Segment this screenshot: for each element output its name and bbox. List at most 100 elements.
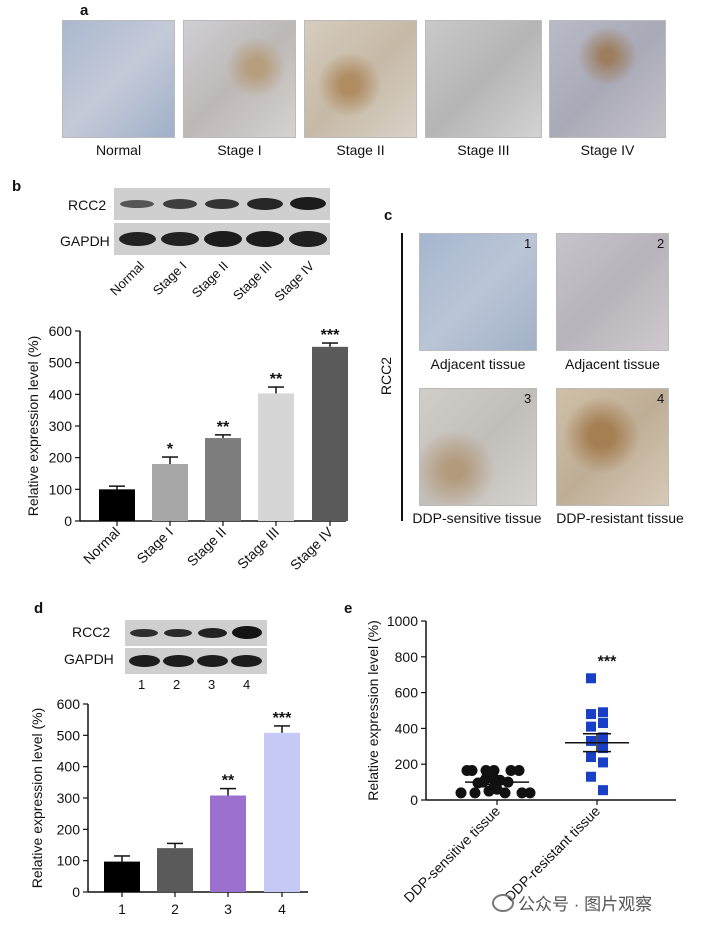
panel-d-letter: d <box>34 600 44 617</box>
significance-label: ** <box>270 371 283 388</box>
ihc-label: Stage II <box>336 142 385 158</box>
bar <box>205 438 241 521</box>
y-tick-label: 300 <box>49 418 73 434</box>
ihc-label: DDP-sensitive tissue <box>412 510 542 526</box>
lane-number: 2 <box>173 677 181 692</box>
panel-a-letter: a <box>80 2 89 19</box>
x-tick-label: 3 <box>224 901 232 917</box>
ihc-number: 4 <box>657 391 665 406</box>
blot-row-label: RCC2 <box>72 624 111 640</box>
y-tick-label: 1000 <box>387 613 418 629</box>
bar <box>152 464 188 521</box>
ihc-label: Stage IV <box>580 142 635 158</box>
x-tick-label: 4 <box>278 901 286 917</box>
blot-gapdh <box>114 223 330 255</box>
data-point <box>586 673 596 684</box>
lane-number: 1 <box>138 677 146 692</box>
x-tick-label: Stage I <box>133 524 176 567</box>
ihc-image-ddp-sensitive <box>419 388 537 506</box>
ihc-label: Normal <box>95 142 142 158</box>
data-point <box>598 743 608 754</box>
ihc-image-normal <box>62 20 175 138</box>
data-point <box>586 709 596 720</box>
y-axis-label-b: Relative expression level (%) <box>25 336 41 517</box>
y-tick-label: 300 <box>57 790 81 806</box>
ihc-number: 1 <box>524 236 532 251</box>
band <box>129 655 160 667</box>
blot-rcc2 <box>114 188 330 220</box>
band <box>164 629 192 637</box>
data-point <box>586 752 596 763</box>
y-tick-label: 200 <box>395 756 419 772</box>
significance-label: ** <box>222 773 235 790</box>
y-tick-label: 600 <box>49 323 73 339</box>
data-point <box>524 787 536 799</box>
blot-row-label: GAPDH <box>64 651 114 667</box>
band <box>247 198 283 210</box>
ihc-image-stage-iv <box>549 20 666 138</box>
blot-rcc2-d <box>125 620 267 646</box>
panel-b-letter: b <box>12 178 22 195</box>
watermark-text: 公众号 · 图片观察 <box>518 895 653 914</box>
watermark: 公众号 · 图片观察 <box>492 890 652 915</box>
ihc-label: DDP-resistant tissue <box>556 510 684 526</box>
panel-c-letter: c <box>384 207 393 224</box>
ihc-image-ddp-resistant <box>556 388 669 506</box>
y-tick-label: 100 <box>49 481 73 497</box>
band <box>290 197 326 210</box>
data-point <box>598 732 608 743</box>
band <box>205 199 239 209</box>
y-tick-label: 400 <box>395 720 419 736</box>
blot-row-label: GAPDH <box>60 233 110 249</box>
blot-gapdh-d <box>125 648 267 674</box>
y-tick-label: 0 <box>410 792 418 808</box>
bar <box>258 393 294 521</box>
band <box>204 231 242 247</box>
band <box>161 232 199 246</box>
bar <box>104 861 140 892</box>
data-point <box>516 787 528 799</box>
x-tick-label: Stage IV <box>287 523 337 573</box>
band <box>198 628 227 638</box>
ihc-image-adjacent-1 <box>419 233 537 351</box>
data-point <box>586 771 596 782</box>
data-point <box>505 764 517 776</box>
data-point <box>469 787 481 799</box>
wechat-icon <box>492 894 514 912</box>
data-point <box>513 764 525 776</box>
band <box>163 655 194 667</box>
data-point <box>499 787 511 799</box>
data-point <box>472 777 484 789</box>
data-point <box>598 707 608 718</box>
bar <box>264 732 300 892</box>
y-tick-label: 0 <box>64 513 72 529</box>
x-tick-label: Stage III <box>234 524 282 572</box>
band <box>246 231 284 247</box>
ihc-image-stage-iii <box>425 20 542 138</box>
band <box>120 200 154 208</box>
band <box>163 199 197 209</box>
data-point <box>483 785 495 797</box>
bar <box>99 489 135 521</box>
ihc-label: Stage I <box>217 142 262 158</box>
data-point <box>480 764 492 776</box>
ihc-image-stage-i <box>183 20 296 138</box>
y-tick-label: 600 <box>57 696 81 712</box>
ihc-image-adjacent-2 <box>556 233 669 351</box>
ihc-label: Adjacent tissue <box>430 356 526 372</box>
data-point <box>598 718 608 729</box>
ihc-label: Stage III <box>457 142 510 158</box>
data-point <box>455 787 467 799</box>
y-tick-label: 400 <box>49 386 73 402</box>
x-tick-label: Normal <box>80 524 123 567</box>
band <box>232 626 262 639</box>
bar <box>312 346 348 521</box>
lane-number: 3 <box>208 677 216 692</box>
band <box>130 629 158 637</box>
data-point <box>598 785 608 796</box>
y-tick-label: 500 <box>57 727 81 743</box>
data-point <box>586 735 596 746</box>
ihc-number: 2 <box>657 236 665 251</box>
y-tick-label: 200 <box>57 821 81 837</box>
